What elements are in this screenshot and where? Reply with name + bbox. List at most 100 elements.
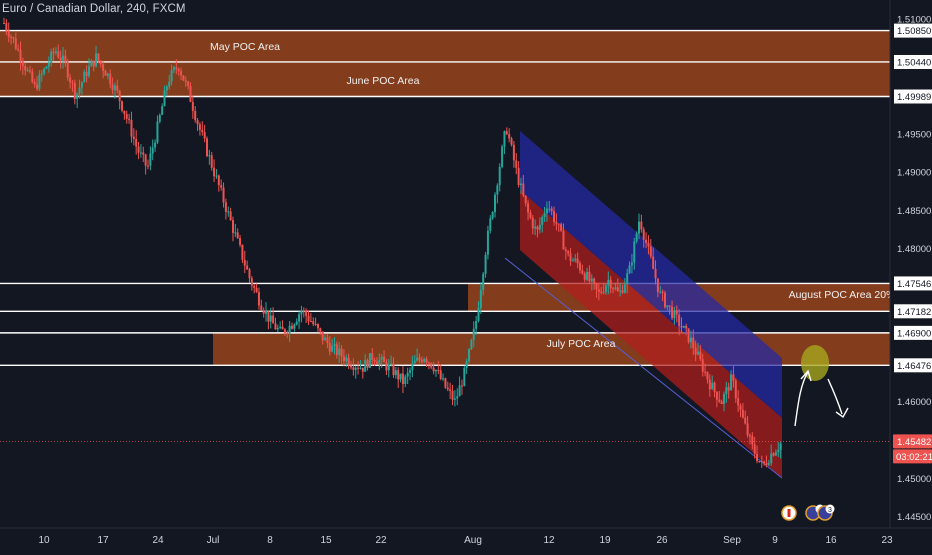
candle-body[interactable] — [180, 71, 183, 76]
candle-body[interactable] — [298, 314, 301, 322]
candle-body[interactable] — [149, 153, 152, 166]
candle-body[interactable] — [737, 398, 740, 406]
candle-body[interactable] — [694, 348, 697, 355]
candle-body[interactable] — [215, 175, 218, 177]
candle-body[interactable] — [305, 310, 308, 316]
candle-body[interactable] — [427, 362, 430, 364]
candle-body[interactable] — [328, 343, 331, 352]
candle-body[interactable] — [541, 216, 544, 225]
candle-body[interactable] — [432, 367, 435, 372]
candle-body[interactable] — [586, 271, 589, 280]
candle-body[interactable] — [76, 93, 79, 99]
candle-body[interactable] — [338, 348, 341, 356]
candle-body[interactable] — [722, 393, 725, 404]
candle-body[interactable] — [26, 69, 29, 71]
candle-body[interactable] — [130, 119, 133, 137]
candle-body[interactable] — [144, 154, 147, 166]
candle-body[interactable] — [505, 131, 508, 135]
candle-body[interactable] — [38, 74, 41, 89]
candle-body[interactable] — [734, 380, 737, 399]
candle-body[interactable] — [165, 86, 168, 91]
candle-body[interactable] — [449, 389, 452, 391]
candle-body[interactable] — [170, 69, 173, 82]
candle-body[interactable] — [99, 60, 102, 65]
candle-body[interactable] — [538, 224, 541, 230]
candle-body[interactable] — [319, 328, 322, 332]
candle-body[interactable] — [236, 232, 239, 239]
candle-body[interactable] — [701, 359, 704, 372]
up-arrow-path[interactable] — [794, 371, 809, 427]
candle-body[interactable] — [616, 287, 619, 291]
candle-body[interactable] — [430, 363, 433, 368]
candle-body[interactable] — [444, 378, 447, 388]
candle-body[interactable] — [283, 329, 286, 333]
candle-body[interactable] — [727, 387, 730, 391]
candle-body[interactable] — [227, 211, 230, 213]
candle-body[interactable] — [71, 82, 74, 84]
candle-body[interactable] — [187, 81, 190, 86]
candle-body[interactable] — [229, 211, 232, 221]
candle-body[interactable] — [512, 144, 515, 161]
candle-body[interactable] — [189, 85, 192, 102]
candle-body[interactable] — [732, 374, 735, 381]
candle-body[interactable] — [494, 194, 497, 213]
candle-body[interactable] — [213, 167, 216, 177]
candle-body[interactable] — [47, 62, 50, 67]
candle-body[interactable] — [772, 453, 775, 456]
candle-body[interactable] — [560, 224, 563, 231]
candle-body[interactable] — [383, 356, 386, 363]
candle-body[interactable] — [243, 259, 246, 266]
candle-body[interactable] — [439, 370, 442, 379]
candle-body[interactable] — [666, 305, 669, 308]
candle-body[interactable] — [255, 287, 258, 293]
candle-body[interactable] — [486, 230, 489, 255]
candle-body[interactable] — [675, 310, 678, 315]
poc-zone[interactable] — [0, 30, 890, 62]
candle-body[interactable] — [290, 325, 293, 329]
candle-body[interactable] — [194, 110, 197, 121]
candle-body[interactable] — [248, 269, 251, 279]
candle-body[interactable] — [767, 463, 770, 465]
candle-body[interactable] — [371, 353, 374, 361]
candle-body[interactable] — [423, 359, 426, 362]
candle-body[interactable] — [201, 129, 204, 133]
candle-body[interactable] — [279, 326, 282, 329]
candle-body[interactable] — [515, 160, 518, 168]
candle-body[interactable] — [583, 273, 586, 280]
candle-body[interactable] — [446, 387, 449, 390]
candle-body[interactable] — [708, 379, 711, 390]
target-circle[interactable] — [801, 345, 829, 381]
candle-body[interactable] — [545, 208, 548, 214]
candle-body[interactable] — [663, 292, 666, 308]
candle-body[interactable] — [744, 417, 747, 424]
candle-body[interactable] — [623, 284, 626, 293]
candle-body[interactable] — [54, 51, 57, 53]
candle-body[interactable] — [342, 356, 345, 362]
candle-body[interactable] — [576, 258, 579, 264]
candle-body[interactable] — [626, 273, 629, 285]
candle-body[interactable] — [156, 121, 159, 143]
candle-body[interactable] — [390, 363, 393, 365]
candle-body[interactable] — [85, 71, 88, 76]
candle-body[interactable] — [87, 66, 90, 76]
candle-body[interactable] — [104, 70, 107, 76]
candle-body[interactable] — [654, 268, 657, 279]
candle-body[interactable] — [375, 361, 378, 364]
candle-body[interactable] — [331, 345, 334, 352]
candle-body[interactable] — [276, 328, 279, 330]
candle-body[interactable] — [123, 110, 126, 115]
candle-body[interactable] — [95, 53, 98, 67]
candle-body[interactable] — [151, 147, 154, 154]
candle-body[interactable] — [739, 405, 742, 410]
candle-body[interactable] — [57, 51, 60, 58]
candle-body[interactable] — [574, 258, 577, 261]
candle-body[interactable] — [753, 444, 756, 454]
candle-body[interactable] — [498, 166, 501, 186]
poc-zone[interactable] — [0, 61, 890, 97]
candle-body[interactable] — [28, 69, 31, 72]
candle-body[interactable] — [404, 376, 407, 384]
candle-body[interactable] — [137, 146, 140, 153]
candle-body[interactable] — [161, 106, 164, 115]
